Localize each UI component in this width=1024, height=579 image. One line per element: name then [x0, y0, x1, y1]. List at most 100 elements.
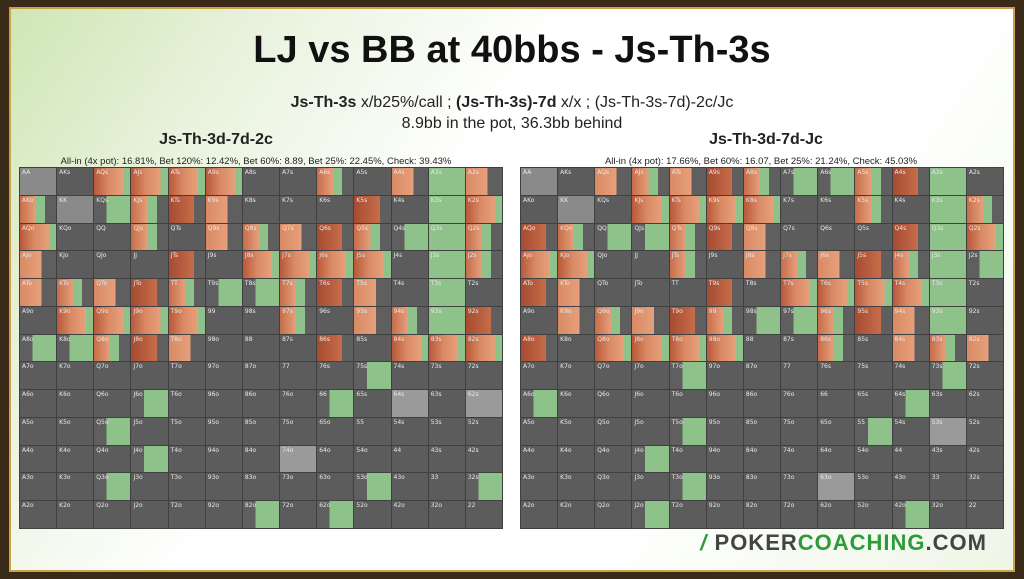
hand-cell[interactable]: 62s	[966, 390, 1003, 417]
hand-cell[interactable]: 98o	[205, 334, 242, 362]
hand-cell[interactable]: T3s	[428, 279, 465, 306]
hand-cell[interactable]: A6o	[521, 390, 558, 417]
hand-cell[interactable]: K2s	[966, 195, 1003, 223]
hand-cell[interactable]: J2o	[632, 501, 669, 528]
hand-cell[interactable]: 82o	[242, 501, 280, 528]
hand-cell[interactable]: J9s	[205, 251, 242, 279]
hand-cell[interactable]: 84o	[743, 445, 781, 473]
hand-cell[interactable]: T3s	[929, 279, 966, 306]
hand-cell[interactable]: KTo	[558, 279, 595, 306]
hand-cell[interactable]: 53s	[929, 417, 966, 445]
hand-cell[interactable]: K6s	[317, 195, 354, 223]
hand-cell[interactable]: 83s	[929, 334, 966, 362]
hand-cell[interactable]: 52o	[855, 501, 892, 528]
hand-cell[interactable]: KTo	[57, 279, 94, 306]
hand-cell[interactable]: 94o	[205, 445, 242, 473]
hand-cell[interactable]: Q7o	[94, 362, 131, 390]
hand-cell[interactable]: A9o	[521, 306, 558, 334]
hand-cell[interactable]: 82s	[966, 334, 1003, 362]
hand-cell[interactable]: Q3s	[929, 223, 966, 251]
hand-cell[interactable]: K6o	[558, 390, 595, 417]
hand-cell[interactable]: K3s	[929, 195, 966, 223]
hand-cell[interactable]: Q9s	[706, 223, 743, 251]
hand-cell[interactable]: JTs	[168, 251, 205, 279]
hand-cell[interactable]: T8s	[743, 279, 781, 306]
hand-cell[interactable]: JTo	[131, 279, 168, 306]
hand-cell[interactable]: QQ	[595, 223, 632, 251]
hand-cell[interactable]: K6o	[57, 390, 94, 417]
hand-cell[interactable]: AJo	[521, 251, 558, 279]
hand-cell[interactable]: ATs	[168, 168, 205, 195]
hand-cell[interactable]: K4s	[892, 195, 929, 223]
hand-cell[interactable]: A2o	[20, 501, 57, 528]
hand-cell[interactable]: 75s	[855, 362, 892, 390]
hand-cell[interactable]: J6s	[818, 251, 855, 279]
hand-cell[interactable]: AQs	[595, 168, 632, 195]
hand-cell[interactable]: Q2s	[465, 223, 502, 251]
hand-cell[interactable]: K4o	[558, 445, 595, 473]
hand-cell[interactable]: T4s	[892, 279, 929, 306]
hand-cell[interactable]: A5o	[20, 417, 57, 445]
hand-cell[interactable]: J3o	[131, 473, 168, 501]
hand-cell[interactable]: T6o	[168, 390, 205, 417]
hand-cell[interactable]: Q2s	[966, 223, 1003, 251]
hand-cell[interactable]: 62o	[818, 501, 855, 528]
hand-cell[interactable]: 22	[465, 501, 502, 528]
hand-cell[interactable]: 96s	[818, 306, 855, 334]
hand-cell[interactable]: 83o	[242, 473, 280, 501]
hand-cell[interactable]: 74o	[781, 445, 818, 473]
hand-cell[interactable]: K7s	[280, 195, 317, 223]
hand-cell[interactable]: 96o	[706, 390, 743, 417]
hand-cell[interactable]: A4o	[20, 445, 57, 473]
hand-cell[interactable]: Q7o	[595, 362, 632, 390]
hand-cell[interactable]: 93s	[929, 306, 966, 334]
hand-cell[interactable]: J3s	[428, 251, 465, 279]
hand-cell[interactable]: K8o	[57, 334, 94, 362]
hand-cell[interactable]: K6s	[818, 195, 855, 223]
hand-cell[interactable]: 75o	[280, 417, 317, 445]
hand-cell[interactable]: J6o	[632, 390, 669, 417]
hand-cell[interactable]: K7s	[781, 195, 818, 223]
hand-cell[interactable]: A9s	[706, 168, 743, 195]
hand-cell[interactable]: 88	[743, 334, 781, 362]
hand-cell[interactable]: K3o	[57, 473, 94, 501]
hand-cell[interactable]: T4s	[391, 279, 428, 306]
hand-cell[interactable]: 87o	[242, 362, 280, 390]
hand-cell[interactable]: K9s	[205, 195, 242, 223]
hand-cell[interactable]: ATs	[669, 168, 706, 195]
hand-cell[interactable]: QTs	[168, 223, 205, 251]
hand-cell[interactable]: QTs	[669, 223, 706, 251]
hand-cell[interactable]: AKo	[20, 195, 57, 223]
hand-cell[interactable]: 63s	[428, 390, 465, 417]
hand-cell[interactable]: 53s	[428, 417, 465, 445]
hand-cell[interactable]: Q2o	[595, 501, 632, 528]
hand-cell[interactable]: 94o	[706, 445, 743, 473]
hand-cell[interactable]: K5o	[558, 417, 595, 445]
hand-cell[interactable]: J2o	[131, 501, 168, 528]
hand-cell[interactable]: KQs	[94, 195, 131, 223]
hand-cell[interactable]: K2o	[57, 501, 94, 528]
hand-cell[interactable]: 92s	[465, 306, 502, 334]
hand-cell[interactable]: T9o	[669, 306, 706, 334]
hand-cell[interactable]: 76o	[781, 390, 818, 417]
hand-cell[interactable]: J4o	[131, 445, 168, 473]
hand-cell[interactable]: Q8o	[595, 334, 632, 362]
hand-cell[interactable]: J2s	[966, 251, 1003, 279]
hand-cell[interactable]: K9s	[706, 195, 743, 223]
hand-cell[interactable]: AKs	[57, 168, 94, 195]
hand-cell[interactable]: QTo	[94, 279, 131, 306]
hand-cell[interactable]: 53o	[855, 473, 892, 501]
hand-cell[interactable]: A8s	[743, 168, 781, 195]
hand-cell[interactable]: T4o	[168, 445, 205, 473]
hand-cell[interactable]: 85o	[743, 417, 781, 445]
hand-cell[interactable]: AJs	[131, 168, 168, 195]
hand-cell[interactable]: Q3o	[595, 473, 632, 501]
hand-cell[interactable]: Q9s	[205, 223, 242, 251]
hand-cell[interactable]: JTs	[669, 251, 706, 279]
hand-cell[interactable]: A6s	[818, 168, 855, 195]
hand-cell[interactable]: 42s	[465, 445, 502, 473]
hand-cell[interactable]: 86s	[317, 334, 354, 362]
hand-cell[interactable]: 66	[317, 390, 354, 417]
hand-cell[interactable]: 93o	[706, 473, 743, 501]
hand-cell[interactable]: TT	[669, 279, 706, 306]
